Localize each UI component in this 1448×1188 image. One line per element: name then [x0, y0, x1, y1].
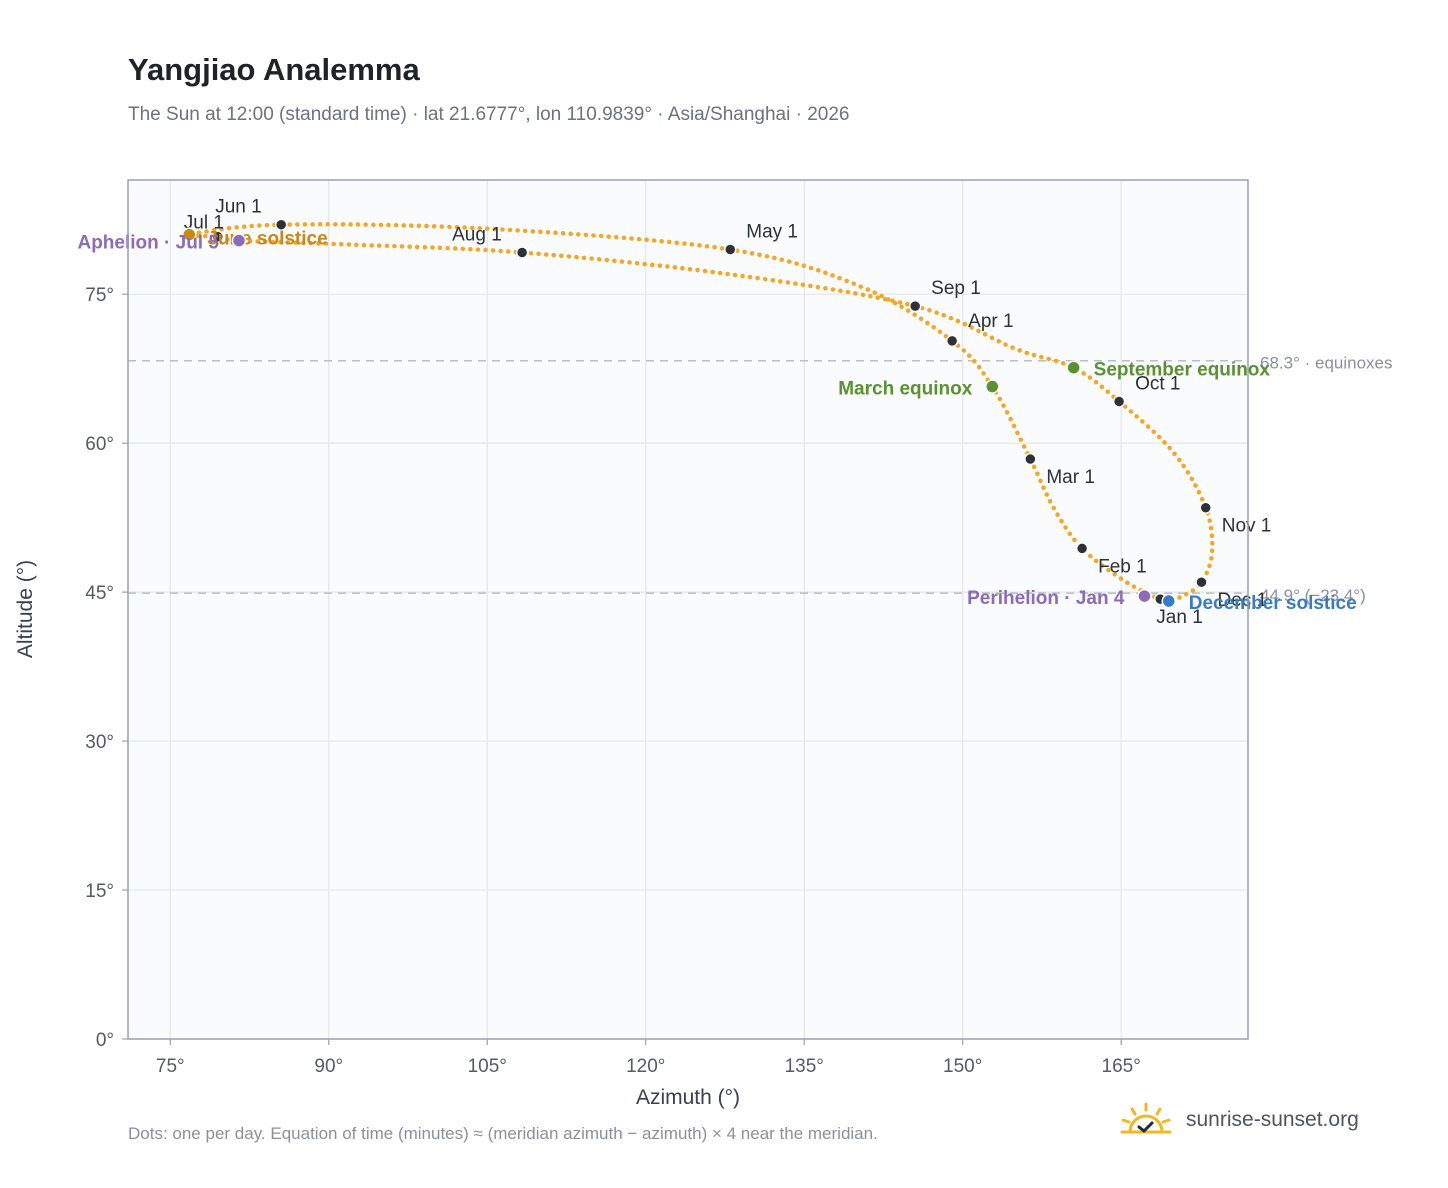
month-marker [1024, 452, 1037, 466]
event-marker-label: September equinox [1094, 360, 1271, 381]
sun-logo-icon [1120, 1102, 1172, 1134]
brand-name[interactable]: sunrise-sunset.org [1186, 1108, 1359, 1131]
event-marker-label: Perihelion · Jan 4 [967, 588, 1125, 609]
event-marker-label: June solstice [207, 229, 327, 250]
month-marker-label: Nov 1 [1222, 516, 1272, 537]
event-marker [231, 233, 247, 248]
month-marker [211, 230, 225, 243]
x-tick-label: 75° [156, 1056, 185, 1077]
y-axis-ticks: 0° 15° 30° 45° 60° 75° [85, 285, 128, 1051]
x-tick-label: 105° [468, 1056, 507, 1077]
reference-line-label: 68.3° · equinoxes [1260, 354, 1393, 373]
plot-frame [127, 179, 1249, 1040]
month-marker [274, 218, 288, 231]
event-markers: March equinox September equinox June solst… [77, 227, 1357, 614]
x-axis-label: Azimuth (°) [636, 1086, 740, 1109]
footnote: Dots: one per day. Equation of time (min… [128, 1124, 878, 1143]
event-marker [1137, 588, 1152, 604]
month-marker-label: Jan 1 [1156, 607, 1202, 628]
y-tick-label: 45° [85, 583, 114, 604]
chart-subtitle: The Sun at 12:00 (standard time) · lat 2… [128, 104, 850, 125]
month-marker-label: Oct 1 [1135, 373, 1180, 394]
event-marker-label: December solstice [1189, 593, 1357, 614]
month-marker [515, 246, 529, 259]
month-marker-label: Feb 1 [1098, 556, 1147, 577]
x-tick-label: 120° [626, 1056, 665, 1077]
event-marker [182, 227, 197, 242]
analemma-path [184, 222, 1215, 604]
month-marker [1112, 395, 1126, 408]
month-marker-label: Aug 1 [452, 224, 502, 245]
y-axis-label: Altitude (°) [14, 560, 37, 658]
x-axis-ticks: 75° 90° 105° 120° 135° 150° 165° [156, 1039, 1141, 1077]
y-tick-label: 60° [85, 434, 114, 455]
event-marker [985, 379, 1000, 394]
event-marker-label: Aphelion · Jul 5 [77, 233, 219, 254]
month-marker-label: Jun 1 [215, 197, 261, 218]
month-marker [1075, 542, 1089, 555]
plot-area [128, 180, 1248, 1039]
month-marker [908, 299, 922, 313]
event-marker [1066, 360, 1081, 375]
reference-lines: 68.3° · equinoxes 44.9° (−23.4°) [128, 354, 1393, 605]
month-marker-label: Jul 1 [184, 213, 224, 234]
reference-line-label: 44.9° (−23.4°) [1260, 586, 1366, 605]
month-marker-label: Mar 1 [1046, 467, 1095, 488]
month-marker [945, 334, 959, 348]
x-tick-label: 165° [1102, 1056, 1141, 1077]
event-marker-label: March equinox [838, 379, 973, 400]
month-marker-label: Sep 1 [931, 278, 981, 299]
month-marker-label: Dec 1 [1218, 590, 1268, 611]
month-marker [724, 243, 737, 256]
month-marker-label: May 1 [746, 222, 798, 243]
analemma-curve [184, 222, 1215, 604]
x-tick-label: 90° [314, 1056, 343, 1077]
y-tick-label: 75° [85, 285, 114, 306]
x-tick-label: 150° [943, 1056, 982, 1077]
brand[interactable]: sunrise-sunset.org [1118, 1100, 1359, 1140]
y-tick-label: 30° [85, 732, 114, 753]
chart-title: Yangjiao Analemma [128, 52, 420, 87]
y-tick-label: 15° [85, 881, 114, 902]
y-tick-label: 0° [96, 1030, 114, 1051]
event-marker [1161, 593, 1177, 609]
month-marker [1195, 575, 1208, 589]
month-marker-label: Apr 1 [968, 311, 1013, 332]
x-tick-label: 135° [785, 1056, 824, 1077]
month-marker [1199, 501, 1212, 514]
